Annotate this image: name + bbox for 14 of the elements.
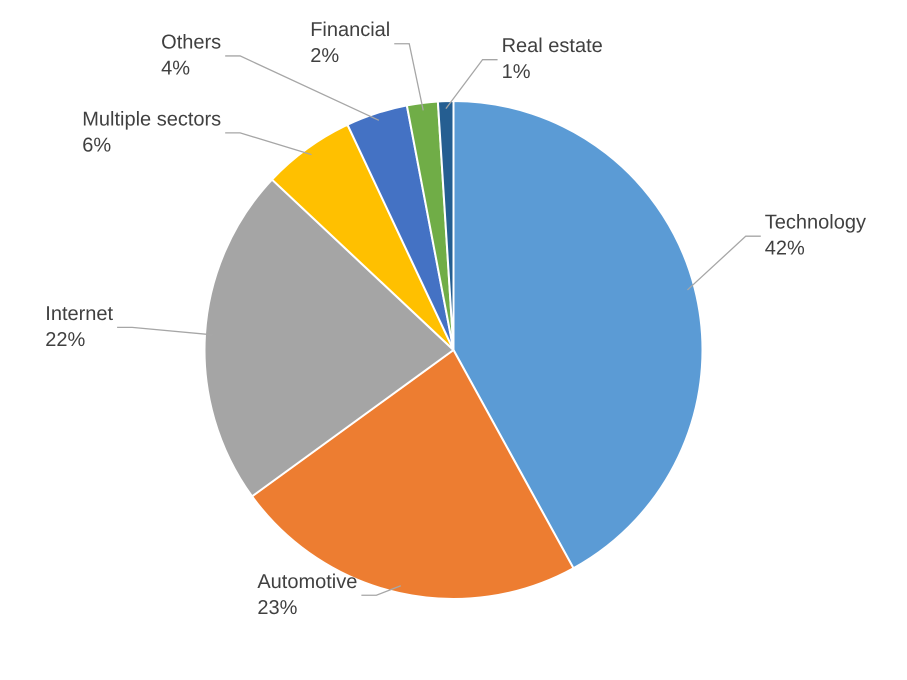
data-label: 4% bbox=[161, 57, 190, 80]
slice-label: Automotive bbox=[257, 570, 358, 593]
data-label: 22% bbox=[45, 328, 86, 351]
data-label: 2% bbox=[310, 45, 340, 68]
slice-label: Others bbox=[161, 31, 222, 54]
data-label: 23% bbox=[257, 596, 298, 619]
data-label: 6% bbox=[82, 134, 112, 156]
data-label: 42% bbox=[764, 238, 806, 260]
data-label: 1% bbox=[502, 61, 531, 84]
slice-label: Technology bbox=[764, 212, 866, 234]
slice-label: Internet bbox=[45, 302, 114, 325]
slice-label: Real estate bbox=[502, 35, 603, 58]
slice-label: Financial bbox=[310, 19, 390, 42]
slice-label: Multiple sectors bbox=[82, 108, 222, 130]
